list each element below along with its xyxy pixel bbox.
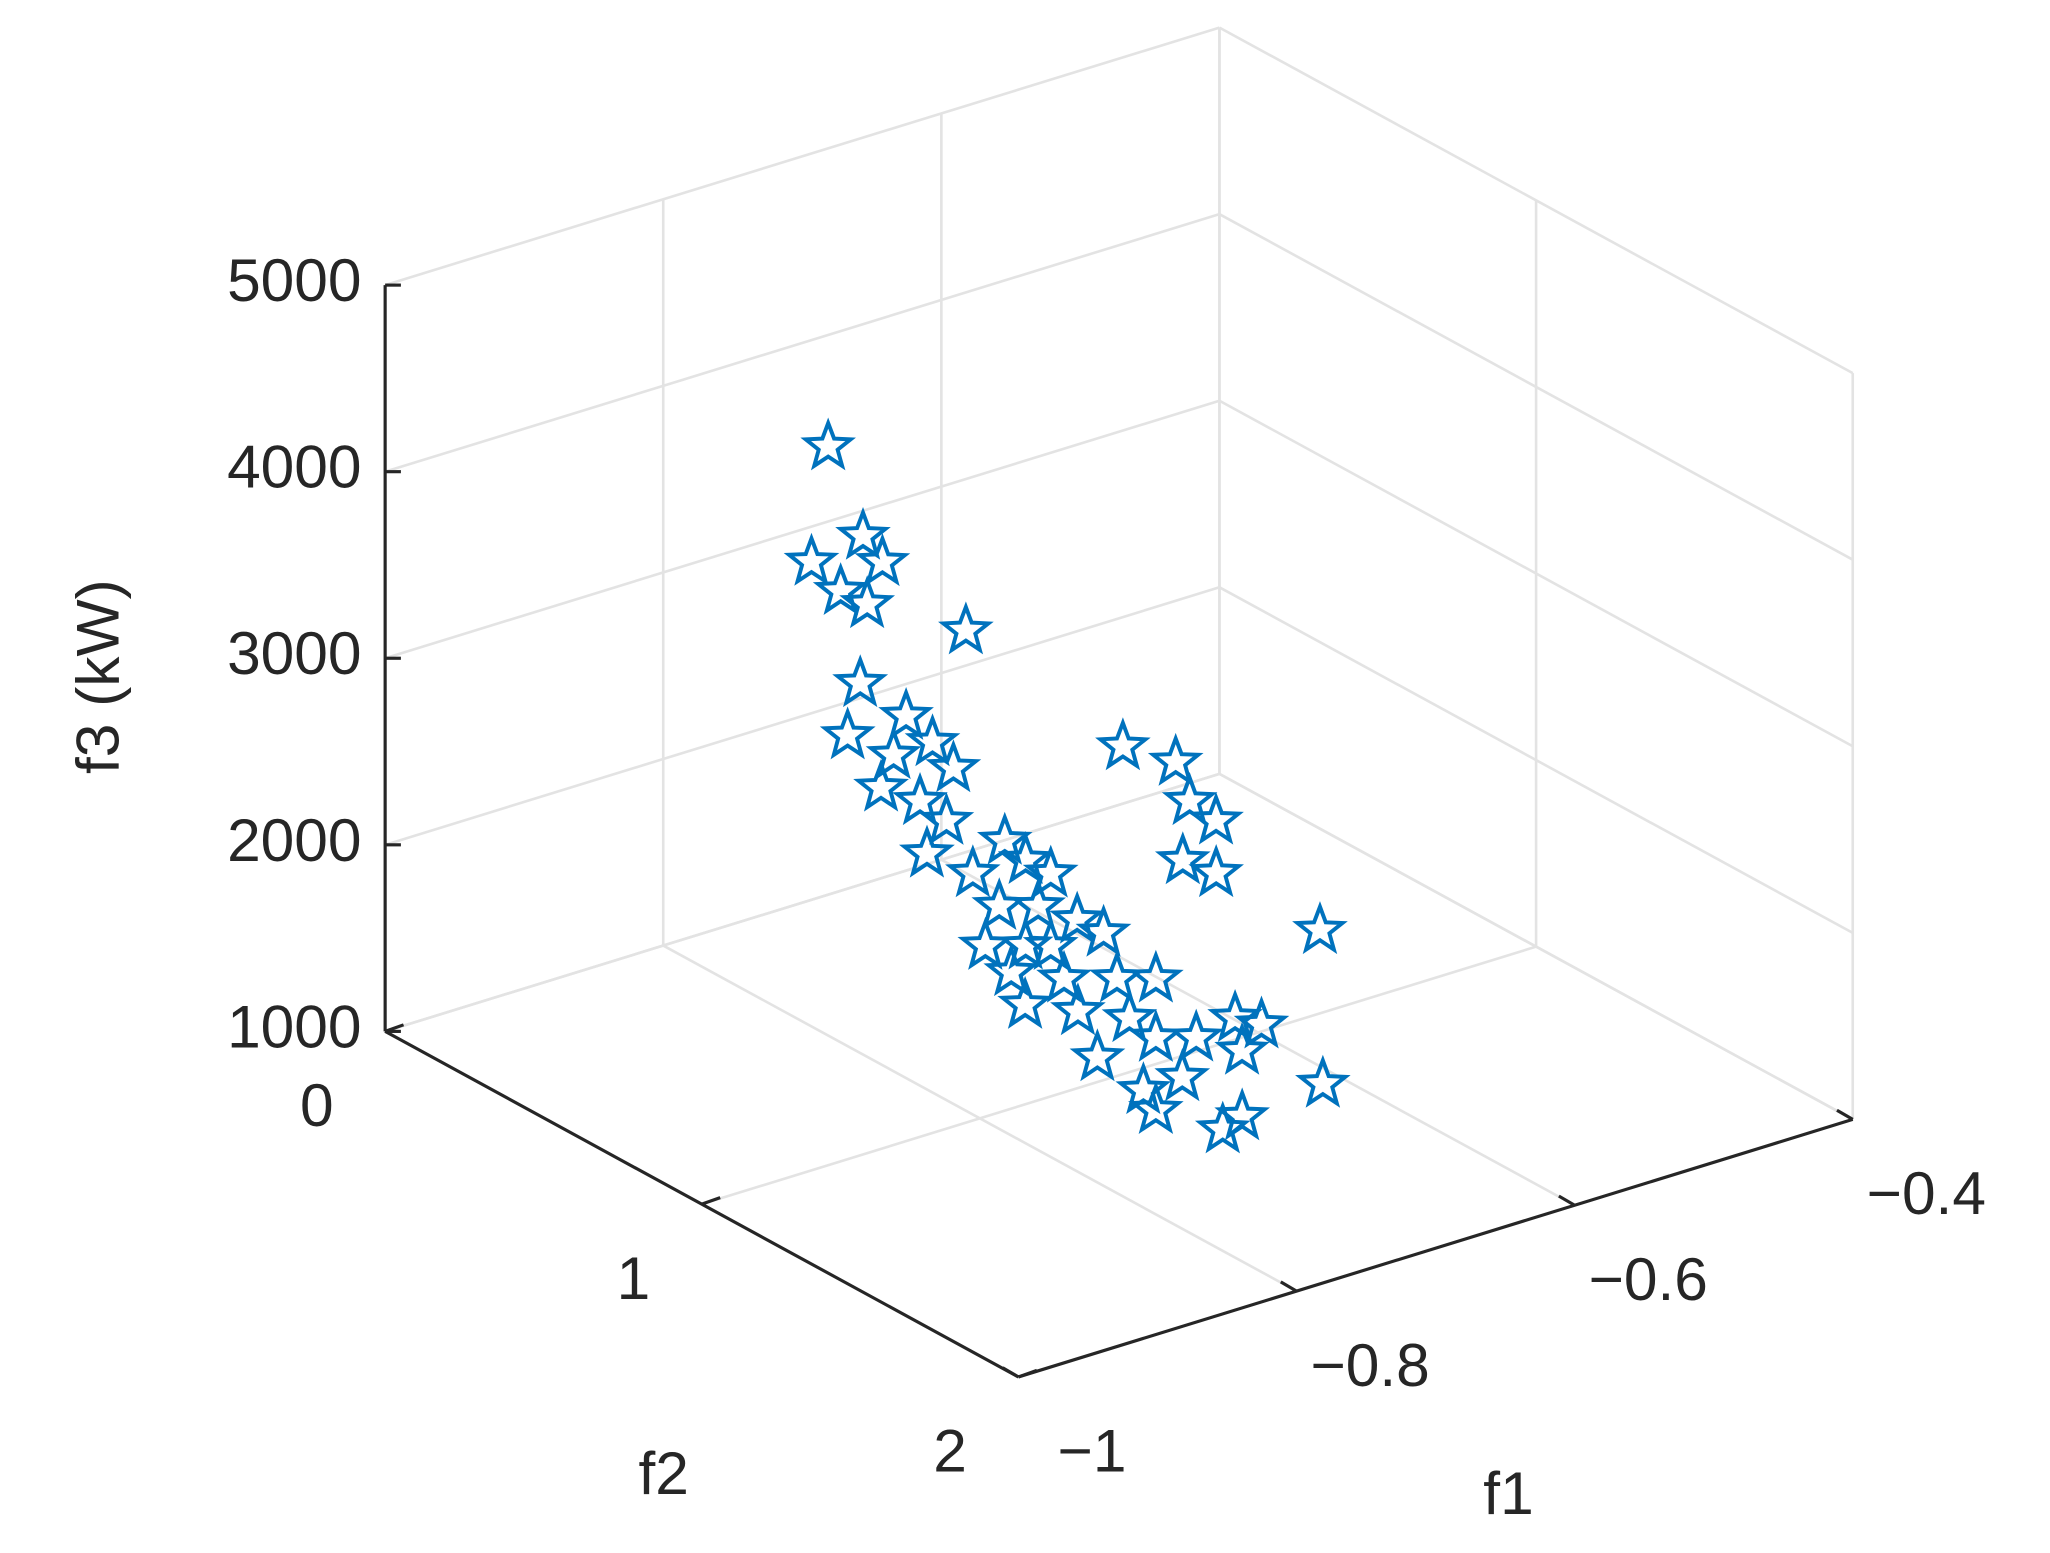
tick-mark <box>384 1023 405 1033</box>
y-axis-label: f2 <box>638 1439 688 1507</box>
grid-line <box>1218 213 1854 561</box>
markers <box>783 417 1351 1154</box>
star-marker <box>832 654 889 708</box>
star-marker <box>1010 877 1066 931</box>
star-marker <box>1075 903 1132 957</box>
z-axis-label: f3 (kW) <box>64 579 132 774</box>
star-marker <box>800 417 856 471</box>
y-tick-label: 0 <box>300 1071 334 1139</box>
star-marker <box>835 506 891 560</box>
z-tick-label: 3000 <box>227 619 361 687</box>
x-tick-label: −0.6 <box>1589 1245 1708 1313</box>
grid-line <box>1218 399 1854 748</box>
star-marker <box>1088 949 1145 1003</box>
grid-line <box>384 26 1220 287</box>
star-marker <box>853 758 909 812</box>
star-marker <box>839 575 896 629</box>
star-marker <box>1036 949 1092 1003</box>
z-tick-label: 1000 <box>227 992 361 1060</box>
y-tick-label: 2 <box>933 1417 967 1485</box>
star-marker <box>1188 844 1244 898</box>
star-marker <box>1095 717 1151 771</box>
star-marker <box>1147 732 1204 786</box>
star-marker <box>1194 1100 1251 1154</box>
tick-mark <box>1836 1108 1854 1121</box>
x-tick-label: −0.8 <box>1310 1331 1429 1399</box>
star-marker <box>945 844 1001 898</box>
tick-mark <box>1017 1368 1038 1379</box>
y-tick-label: 1 <box>617 1244 651 1312</box>
star-marker <box>1101 989 1158 1043</box>
star-marker <box>983 943 1039 997</box>
grid-line <box>384 772 1220 1033</box>
grid-line <box>1218 586 1854 935</box>
star-marker <box>997 830 1054 885</box>
star-marker <box>957 916 1014 970</box>
grid <box>383 26 1855 1379</box>
z-tick-label: 2000 <box>227 806 361 874</box>
star-marker <box>904 713 961 767</box>
axes: 1000 2000 3000 4000 5000 0 1 2 −1 −0.8 −0.6 −0.4 <box>227 246 1986 1485</box>
star-marker <box>1161 772 1218 826</box>
star-marker <box>812 562 869 616</box>
star-marker <box>854 533 911 587</box>
star-marker <box>878 687 934 740</box>
star-marker <box>1050 982 1106 1036</box>
grid-line <box>384 586 1220 847</box>
star-marker <box>997 916 1054 970</box>
star-marker <box>783 532 840 586</box>
star-marker <box>1049 890 1106 944</box>
star-marker <box>1292 901 1348 955</box>
x-tick-label: −1 <box>1058 1417 1127 1485</box>
star-marker <box>997 975 1053 1029</box>
star-marker <box>976 811 1033 865</box>
tick-mark <box>701 1196 721 1206</box>
star-marker <box>1207 988 1263 1042</box>
star-marker <box>1069 1028 1126 1082</box>
star-marker <box>1128 1080 1184 1134</box>
grid-line <box>701 945 1537 1206</box>
star-marker <box>938 601 994 655</box>
star-marker <box>1233 995 1290 1049</box>
grid-line <box>1218 772 1854 1121</box>
star-marker <box>898 824 955 878</box>
x-tick-label: −0.4 <box>1867 1159 1986 1227</box>
star-marker <box>1128 949 1184 1003</box>
grid-line <box>1218 26 1854 375</box>
tick-mark <box>1279 1280 1298 1293</box>
y-axis <box>384 1030 1020 1379</box>
star-marker <box>1022 844 1079 898</box>
star-marker <box>918 791 975 845</box>
tick-mark <box>1001 1366 1020 1379</box>
tick-mark <box>1558 1194 1576 1207</box>
star-marker <box>1188 791 1244 845</box>
z-tick-label: 5000 <box>227 246 361 314</box>
star-marker <box>1295 1054 1351 1108</box>
grid-line <box>384 212 1220 473</box>
star-marker <box>1154 831 1211 885</box>
star-marker <box>1022 916 1079 971</box>
star-marker <box>1154 1048 1211 1102</box>
star-marker <box>1115 1061 1172 1115</box>
x-axis-label: f1 <box>1483 1459 1533 1527</box>
star-marker <box>865 726 922 780</box>
star-marker <box>892 772 948 826</box>
star-marker <box>819 706 876 760</box>
star-marker <box>925 739 982 793</box>
z-tick-label: 4000 <box>227 433 361 501</box>
star-marker <box>1168 1008 1225 1062</box>
star-marker <box>1214 1021 1270 1075</box>
grid-line <box>384 399 1220 660</box>
x-axis <box>1017 1117 1854 1379</box>
